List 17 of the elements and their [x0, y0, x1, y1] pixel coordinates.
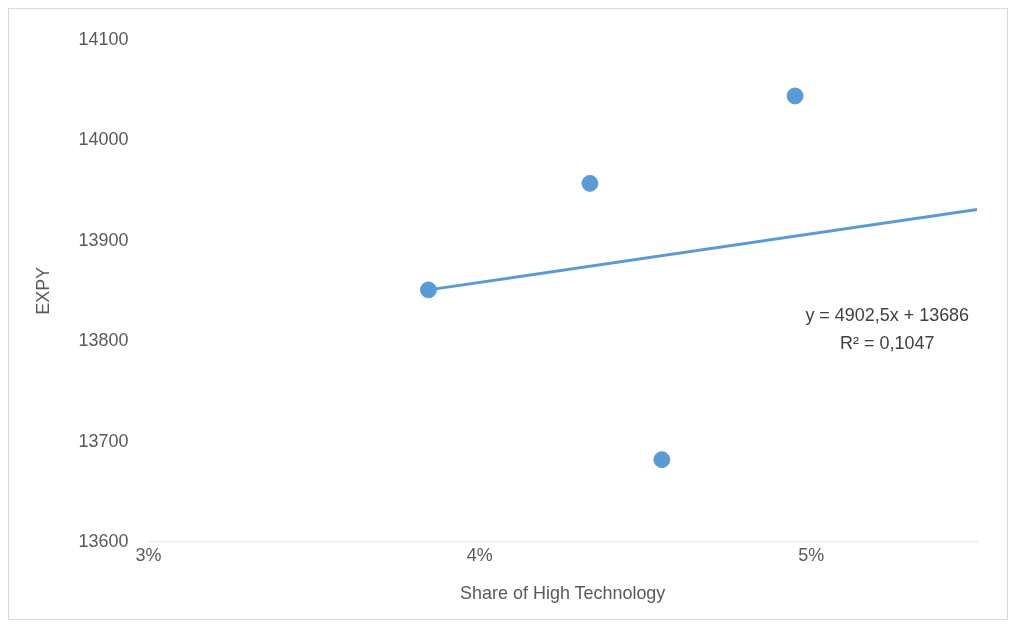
x-axis-title: Share of High Technology	[460, 583, 666, 604]
y-tick-label: 13600	[78, 531, 129, 551]
y-tick-label: 13800	[78, 330, 129, 351]
y-tick-label: 14000	[78, 129, 129, 150]
annotation: R² = 0,1047	[840, 332, 935, 353]
y-tick-label: 13700	[78, 430, 129, 451]
point	[653, 451, 671, 469]
y-tick-label: 13900	[78, 229, 129, 250]
y-tick-label: 14100	[78, 28, 129, 49]
point	[581, 174, 599, 192]
point	[419, 281, 437, 299]
x-tick-label: 5%	[798, 544, 825, 565]
x-tick-label: 4%	[466, 544, 493, 565]
y-axis-title: EXPY	[32, 266, 53, 315]
annotation: y = 4902,5x + 13686	[805, 304, 970, 325]
point	[786, 87, 804, 105]
x-tick-label: 3%	[135, 544, 162, 565]
